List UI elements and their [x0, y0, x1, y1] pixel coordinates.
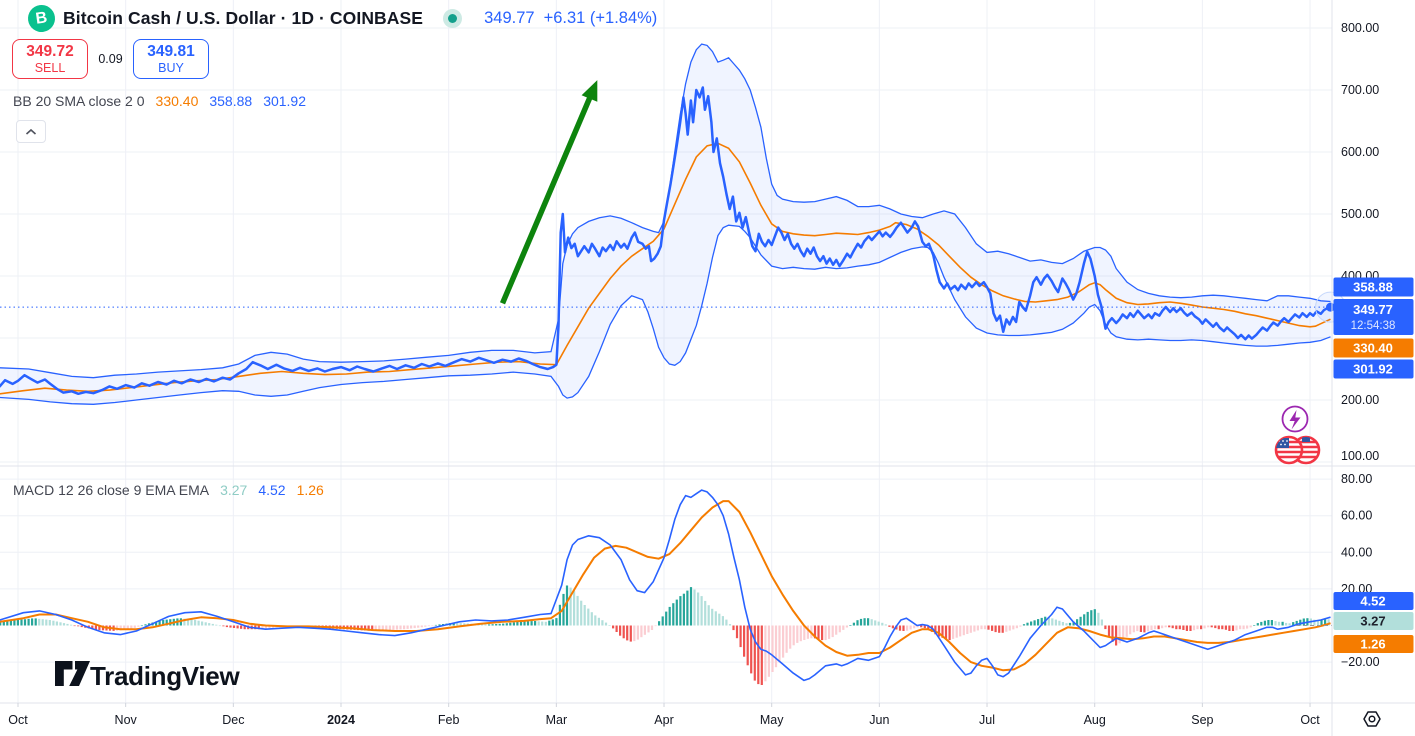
- svg-text:Oct: Oct: [1300, 713, 1320, 727]
- svg-text:3.27: 3.27: [1360, 614, 1385, 629]
- bb-basis-value: 330.40: [155, 93, 199, 109]
- watermark-text: TradingView: [90, 661, 240, 691]
- price-panel[interactable]: [0, 43, 1332, 405]
- svg-text:4.52: 4.52: [1360, 594, 1385, 609]
- svg-text:301.92: 301.92: [1353, 362, 1393, 377]
- svg-text:500.00: 500.00: [1341, 207, 1379, 221]
- macd-panel[interactable]: [0, 489, 1331, 685]
- settings-gear-icon[interactable]: [1363, 711, 1381, 727]
- svg-text:1.26: 1.26: [1360, 637, 1385, 652]
- collapse-panel-button[interactable]: [16, 120, 46, 143]
- macd-line: [0, 489, 1331, 682]
- bb-basis-line: [0, 142, 1331, 395]
- tradingview-watermark: TradingView: [55, 661, 241, 691]
- trade-buttons: 349.72 SELL 0.09 349.81 BUY: [12, 39, 209, 79]
- symbol-header: B Bitcoin Cash / U.S. Dollar · 1D · COIN…: [26, 3, 657, 34]
- sell-price: 349.72: [26, 42, 74, 60]
- trend-arrow-head: [581, 80, 598, 102]
- symbol-title[interactable]: Bitcoin Cash / U.S. Dollar · 1D · COINBA…: [63, 8, 424, 28]
- svg-text:200.00: 200.00: [1341, 393, 1379, 407]
- macd-tag: 3.27: [1333, 612, 1414, 630]
- macd-indicator-legend[interactable]: MACD 12 26 close 9 EMA EMA 3.27 4.52 1.2…: [13, 482, 324, 498]
- macd-label: MACD 12 26 close 9 EMA EMA: [13, 482, 210, 498]
- bb-indicator-legend[interactable]: BB 20 SMA close 2 0 330.40 358.88 301.92: [13, 93, 306, 109]
- price-line: [0, 86, 1332, 396]
- svg-text:2024: 2024: [327, 713, 355, 727]
- svg-text:800.00: 800.00: [1341, 21, 1379, 35]
- svg-text:Apr: Apr: [654, 713, 673, 727]
- svg-text:349.77: 349.77: [1353, 302, 1393, 317]
- sell-button[interactable]: 349.72 SELL: [12, 39, 88, 79]
- trend-arrow[interactable]: [499, 90, 596, 305]
- price-tag: 301.92: [1333, 359, 1414, 379]
- bb-label: BB 20 SMA close 2 0: [13, 93, 145, 109]
- svg-text:12:54:38: 12:54:38: [1351, 320, 1396, 332]
- us-flag-events-icon[interactable]: [1274, 435, 1321, 465]
- svg-text:330.40: 330.40: [1353, 341, 1393, 356]
- last-price: 349.77: [484, 9, 535, 27]
- last-point-marker: [1325, 302, 1335, 312]
- svg-text:Sep: Sep: [1191, 713, 1213, 727]
- lightning-icon[interactable]: [1281, 405, 1309, 433]
- svg-text:100.00: 100.00: [1341, 449, 1379, 463]
- price-tag: 349.77 12:54:38: [1333, 299, 1414, 335]
- macd-line-value: 4.52: [258, 482, 286, 498]
- bb-upper-value: 358.88: [209, 93, 253, 109]
- bb-upper-line: [0, 43, 1331, 379]
- svg-text:Feb: Feb: [438, 713, 460, 727]
- svg-text:May: May: [760, 713, 784, 727]
- bb-lower-value: 301.92: [263, 93, 307, 109]
- svg-text:Nov: Nov: [115, 713, 138, 727]
- svg-text:80.00: 80.00: [1341, 472, 1372, 486]
- bitcoin-cash-coin-icon: B: [26, 3, 57, 34]
- macd-tag: 1.26: [1333, 635, 1414, 653]
- price-change: +6.31 (+1.84%): [543, 9, 658, 27]
- svg-text:Jun: Jun: [869, 713, 889, 727]
- svg-text:Jul: Jul: [979, 713, 995, 727]
- time-axis[interactable]: Oct Nov Dec 2024 Feb Mar Apr May Jun Jul Aug Sep Oct: [8, 703, 1320, 727]
- buy-price: 349.81: [147, 42, 195, 60]
- macd-tag: 4.52: [1333, 592, 1414, 610]
- quote-line: 349.77 +6.31 (+1.84%): [484, 9, 657, 28]
- price-tag: 358.88: [1333, 277, 1414, 297]
- svg-text:358.88: 358.88: [1353, 280, 1393, 295]
- svg-text:60.00: 60.00: [1341, 509, 1372, 523]
- svg-text:Oct: Oct: [8, 713, 28, 727]
- svg-text:Aug: Aug: [1084, 713, 1106, 727]
- tradingview-logo-icon: [55, 661, 73, 686]
- spread-value: 0.09: [98, 52, 123, 66]
- buy-label: BUY: [158, 60, 184, 75]
- chevron-up-icon: [25, 128, 37, 135]
- price-tag: 330.40: [1333, 338, 1414, 358]
- macd-signal-value: 1.26: [296, 482, 324, 498]
- macd-signal-line: [0, 500, 1331, 672]
- bb-lower-line: [0, 224, 1331, 405]
- svg-text:Mar: Mar: [546, 713, 568, 727]
- svg-text:600.00: 600.00: [1341, 145, 1379, 159]
- svg-text:−20.00: −20.00: [1341, 655, 1380, 669]
- macd-hist-value: 3.27: [220, 482, 248, 498]
- sell-label: SELL: [34, 60, 66, 75]
- svg-text:Dec: Dec: [222, 713, 244, 727]
- market-status-icon[interactable]: [443, 9, 463, 28]
- svg-text:40.00: 40.00: [1341, 545, 1372, 559]
- svg-text:700.00: 700.00: [1341, 83, 1379, 97]
- buy-button[interactable]: 349.81 BUY: [133, 39, 209, 79]
